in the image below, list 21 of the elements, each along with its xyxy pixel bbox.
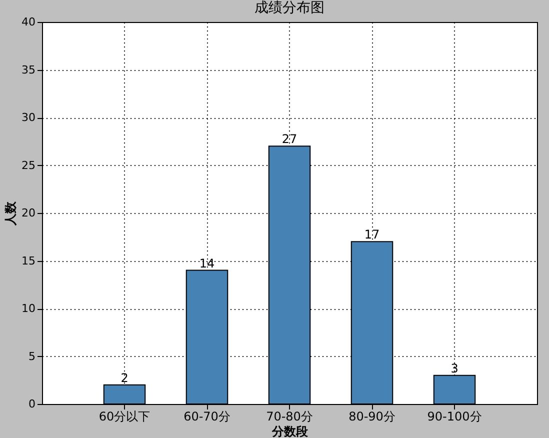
data-label: 14 xyxy=(199,256,215,270)
x-tick-label: 60分以下 xyxy=(98,410,150,424)
data-label: 3 xyxy=(450,361,458,376)
y-tick-label: 0 xyxy=(28,398,36,410)
y-tick-label: 40 xyxy=(22,16,36,28)
y-tick-label: 15 xyxy=(22,254,36,268)
y-tick-label: 30 xyxy=(22,111,36,124)
y-tick-label: 5 xyxy=(28,350,36,363)
chart-title: 成绩分布图 xyxy=(254,0,324,16)
x-axis-title: 分数段 xyxy=(271,424,309,438)
y-tick-label: 35 xyxy=(22,63,36,76)
y-tick-label: 25 xyxy=(22,158,36,172)
x-tick-label: 70-80分 xyxy=(266,410,313,424)
x-tick-label: 60-70分 xyxy=(184,410,230,424)
y-tick-label: 20 xyxy=(22,206,36,220)
y-tick-label: 10 xyxy=(22,302,36,315)
data-label: 17 xyxy=(364,228,380,242)
x-tick-label: 80-90分 xyxy=(348,410,396,424)
x-tick-label: 90-100分 xyxy=(427,410,482,424)
y-axis-title: 人数 xyxy=(4,200,18,226)
data-label: 27 xyxy=(282,132,298,146)
